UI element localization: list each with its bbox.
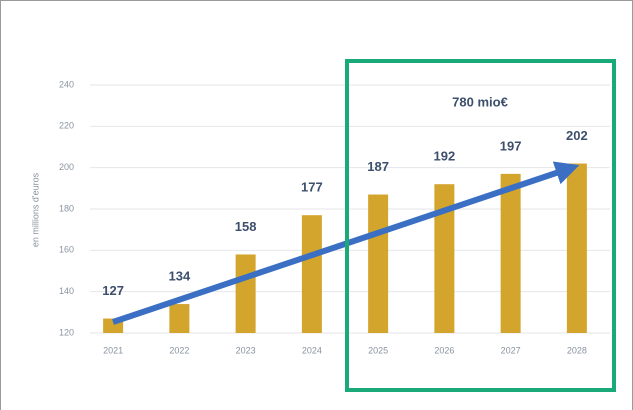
data-label: 192: [434, 149, 456, 164]
bar: [235, 254, 256, 333]
x-tick-label: 2023: [236, 345, 256, 355]
bar: [434, 184, 455, 333]
highlight-box: [345, 59, 616, 392]
x-tick-label: 2026: [434, 345, 454, 355]
bar: [301, 215, 322, 333]
annotation: 780 mio€: [452, 94, 508, 109]
data-label: 127: [102, 283, 124, 298]
data-label: 187: [367, 159, 389, 174]
y-tick-label: 200: [59, 162, 74, 172]
x-tick-label: 2024: [302, 345, 322, 355]
x-tick-label: 2027: [501, 345, 521, 355]
data-label: 134: [169, 269, 191, 284]
bar: [566, 163, 587, 333]
x-tick-label: 2025: [368, 345, 388, 355]
y-axis-label: en millions d'euros: [30, 172, 40, 247]
x-tick-label: 2028: [567, 345, 587, 355]
y-tick-label: 140: [59, 286, 74, 296]
y-tick-label: 160: [59, 245, 74, 255]
data-label: 177: [301, 180, 323, 195]
data-label: 197: [500, 138, 522, 153]
bar: [368, 194, 389, 333]
y-tick-label: 120: [59, 327, 74, 337]
x-tick-label: 2022: [169, 345, 189, 355]
y-tick-label: 220: [59, 121, 74, 131]
y-tick-label: 240: [59, 79, 74, 89]
bar: [169, 304, 190, 333]
x-tick-label: 2021: [103, 345, 123, 355]
data-label: 158: [235, 219, 257, 234]
trend-arrow: [112, 161, 580, 325]
y-tick-label: 180: [59, 203, 74, 213]
bar: [500, 173, 521, 333]
data-label: 202: [566, 128, 588, 143]
